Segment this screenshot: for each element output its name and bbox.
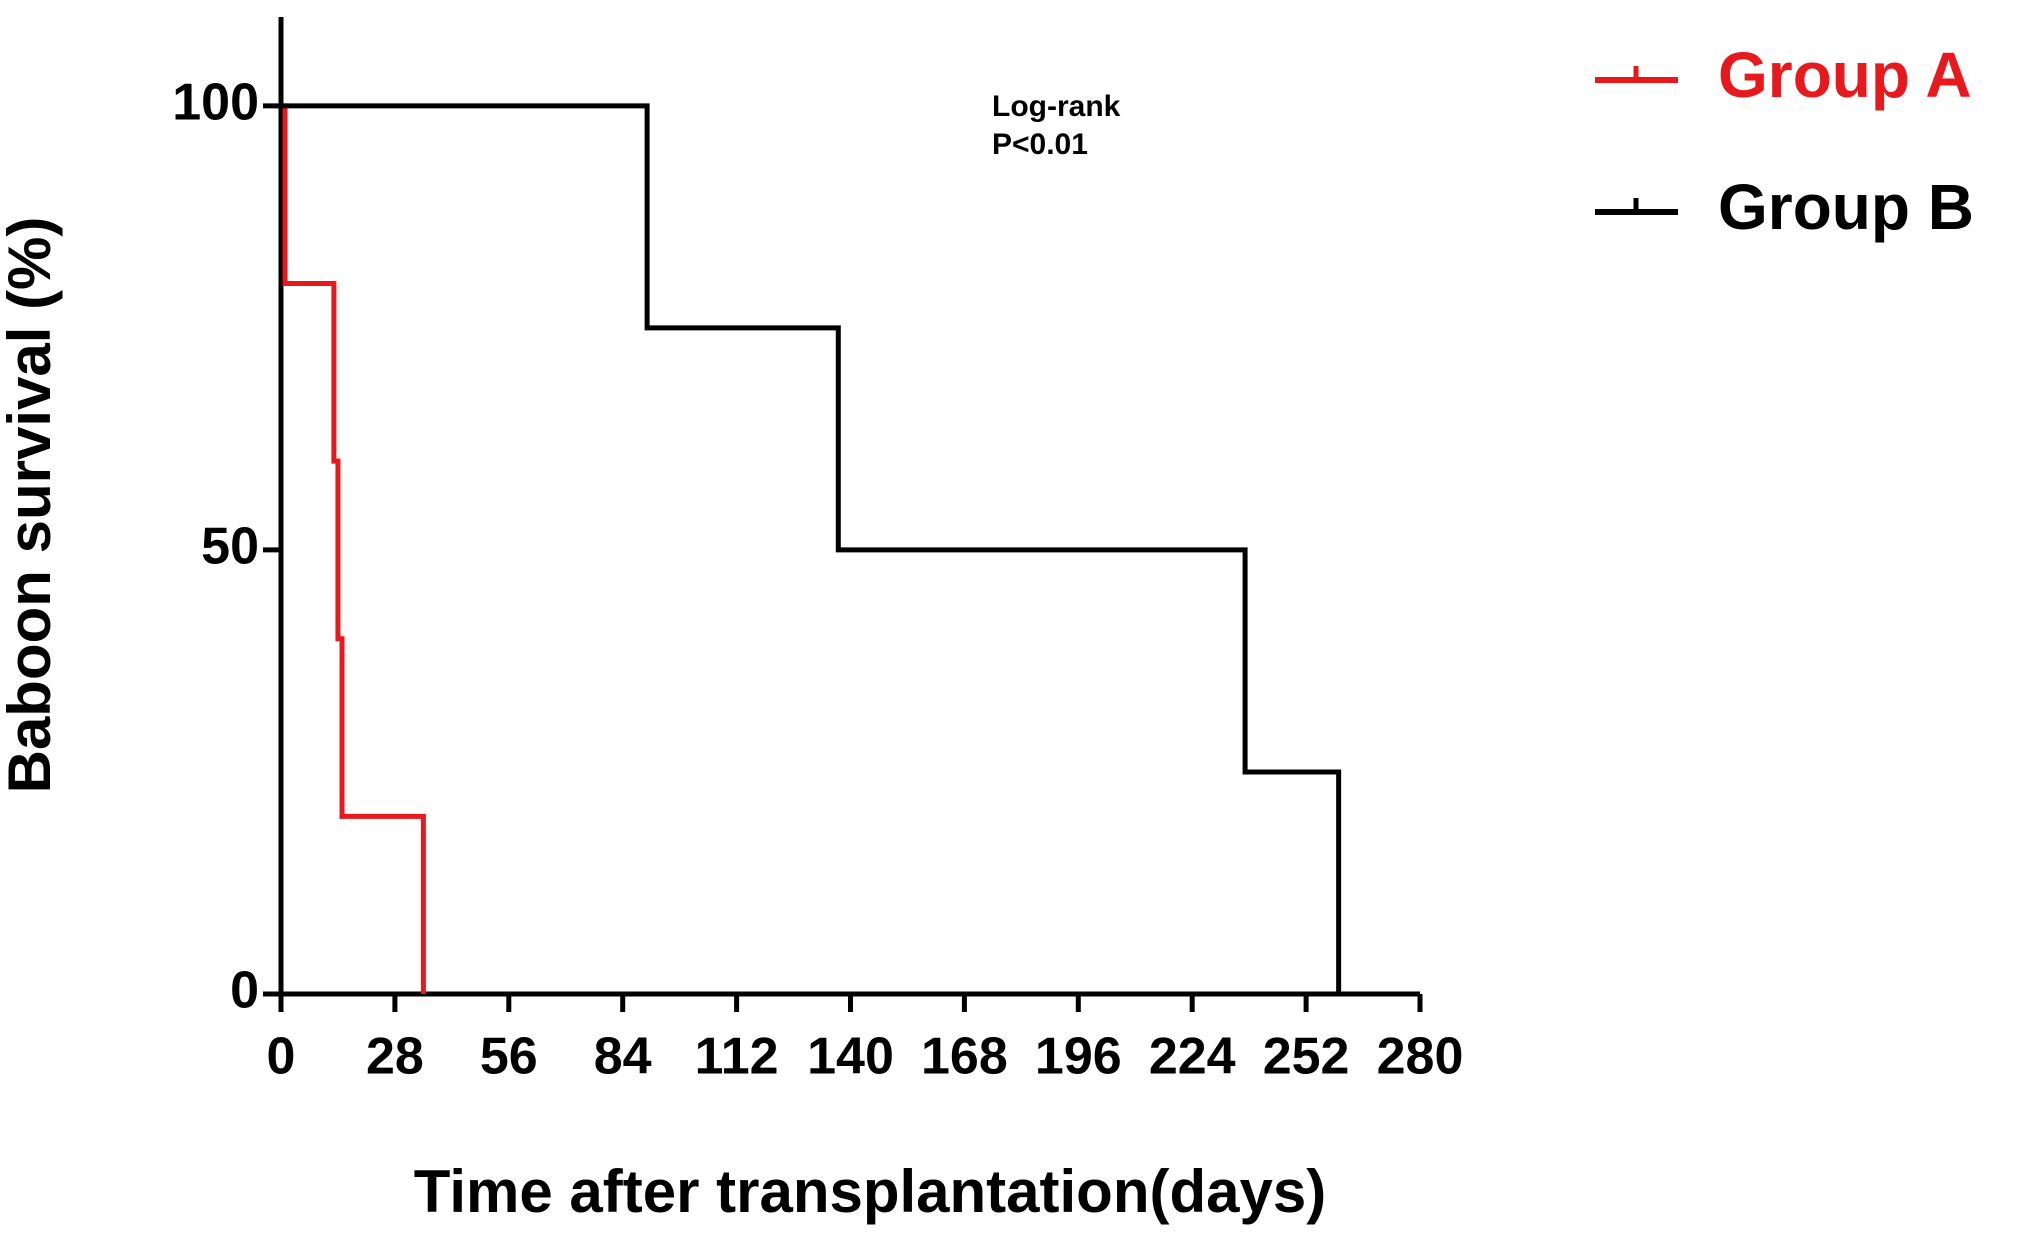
y-tick-label: 100: [172, 74, 259, 132]
x-tick-label: 196: [1035, 1028, 1122, 1086]
annotation: P<0.01: [992, 128, 1088, 161]
x-tick-label: 224: [1149, 1028, 1236, 1086]
y-tick-label: 0: [230, 962, 259, 1020]
x-tick-label: 140: [807, 1028, 894, 1086]
x-tick-label: 252: [1263, 1028, 1350, 1086]
x-tick-label: 112: [695, 1028, 779, 1086]
x-tick-label: 280: [1377, 1028, 1464, 1086]
x-tick-label: 56: [480, 1028, 538, 1086]
x-tick-label: 84: [594, 1028, 652, 1086]
x-tick-label: 28: [366, 1028, 424, 1086]
x-axis-title: Time after transplantation(days): [414, 1158, 1326, 1225]
legend-label: Group A: [1718, 39, 1972, 111]
y-tick-label: 50: [201, 518, 259, 576]
legend-label: Group B: [1718, 171, 1974, 243]
x-tick-label: 168: [921, 1028, 1008, 1086]
survival-line: [281, 103, 1342, 994]
annotation: Log-rank: [992, 90, 1121, 123]
survival-line: [281, 103, 426, 994]
x-tick-label: 0: [267, 1028, 296, 1086]
y-axis-title: Baboon survival (%): [0, 217, 63, 794]
